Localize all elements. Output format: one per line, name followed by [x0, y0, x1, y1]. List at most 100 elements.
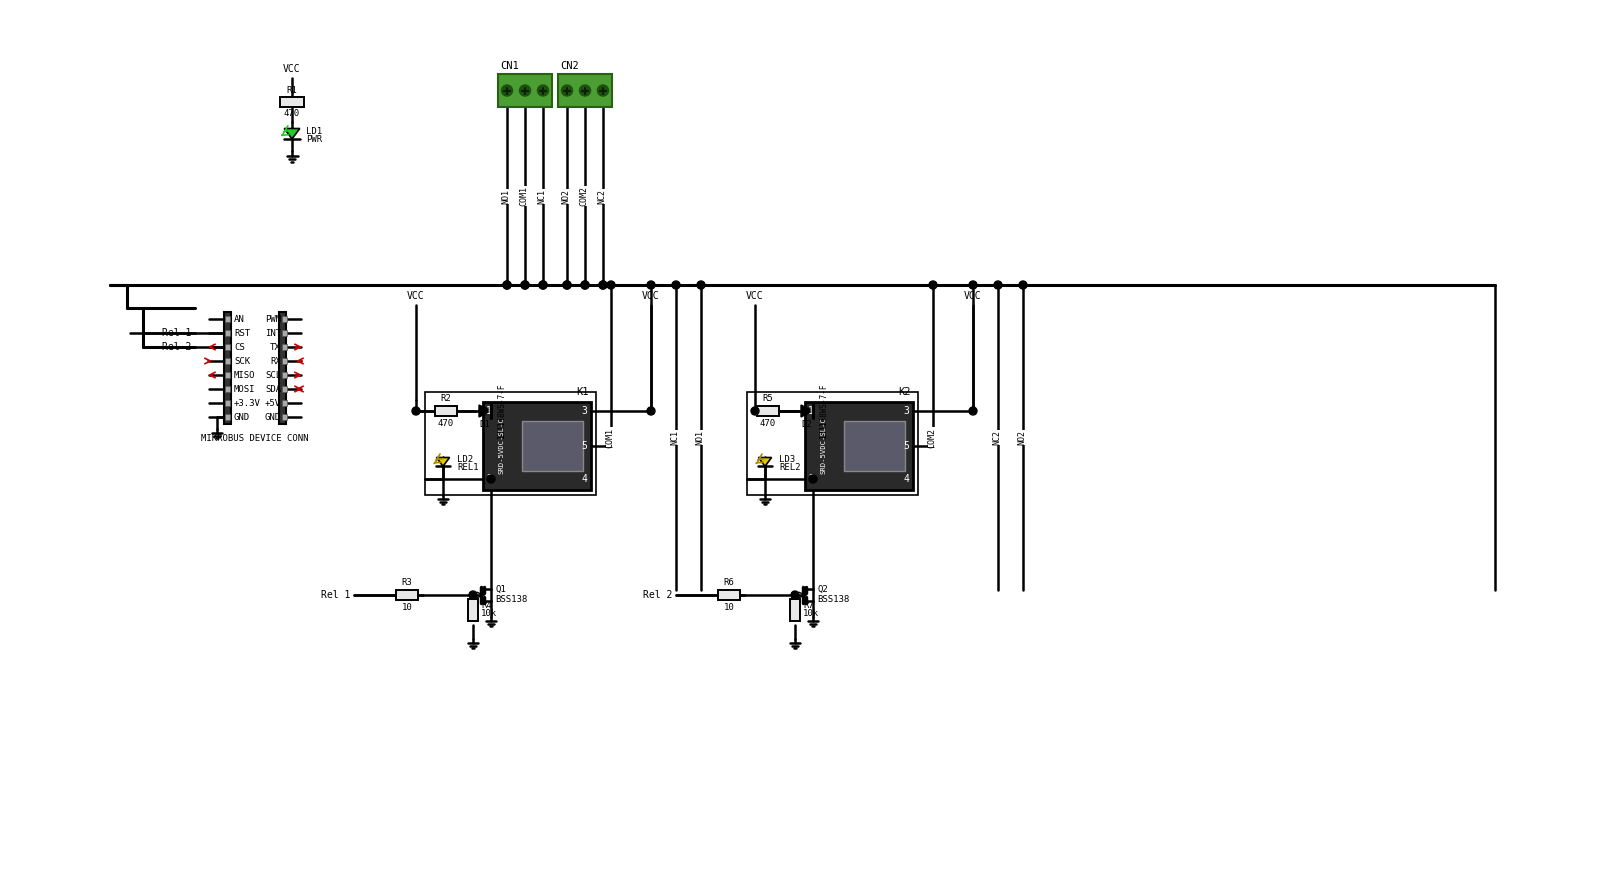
Polygon shape	[480, 405, 491, 417]
Text: AN: AN	[233, 314, 245, 323]
Text: NO1: NO1	[502, 188, 510, 204]
Text: 2: 2	[807, 474, 814, 484]
Circle shape	[995, 281, 1003, 289]
Bar	[278, 312, 286, 424]
Text: COM1: COM1	[520, 186, 529, 206]
Text: LD2: LD2	[457, 455, 473, 463]
Circle shape	[561, 85, 572, 96]
Text: R1: R1	[286, 86, 297, 95]
Bar	[756, 406, 779, 416]
Bar	[718, 590, 740, 600]
Bar	[225, 400, 230, 406]
Text: R3: R3	[401, 578, 413, 587]
Text: R6: R6	[724, 578, 734, 587]
Text: +5V: +5V	[265, 399, 281, 408]
Text: VCC: VCC	[408, 291, 425, 301]
Circle shape	[563, 281, 571, 289]
Circle shape	[580, 281, 588, 289]
Circle shape	[521, 281, 529, 289]
Text: 10k: 10k	[481, 610, 497, 618]
Text: 10k: 10k	[803, 610, 819, 618]
Text: SRD-5VDC-SL-C: SRD-5VDC-SL-C	[499, 417, 504, 475]
Circle shape	[608, 281, 616, 289]
Text: 470: 470	[760, 419, 776, 428]
Circle shape	[504, 281, 512, 289]
Bar	[225, 358, 230, 364]
Bar	[281, 372, 286, 378]
Circle shape	[580, 281, 588, 289]
Text: BSS138: BSS138	[496, 595, 528, 604]
Text: R7: R7	[803, 602, 814, 611]
Text: MIKROBUS DEVICE CONN: MIKROBUS DEVICE CONN	[201, 434, 309, 443]
Text: Rel 2: Rel 2	[161, 342, 192, 352]
Bar	[225, 386, 230, 392]
Text: MOSI: MOSI	[233, 384, 256, 394]
Circle shape	[969, 407, 977, 415]
Text: 10: 10	[724, 603, 734, 612]
Text: 5: 5	[903, 441, 908, 451]
Text: 470: 470	[285, 109, 301, 118]
Text: RX: RX	[270, 356, 281, 366]
Circle shape	[792, 591, 800, 599]
Bar	[435, 406, 457, 416]
Circle shape	[600, 281, 608, 289]
Text: Rel 2: Rel 2	[643, 590, 672, 600]
Text: NC2: NC2	[598, 188, 606, 204]
Bar	[225, 330, 230, 336]
Polygon shape	[285, 129, 299, 138]
Text: 4: 4	[903, 474, 908, 484]
Text: PWM: PWM	[265, 314, 281, 323]
Text: Rel 1: Rel 1	[321, 590, 350, 600]
Text: LD1: LD1	[305, 126, 321, 136]
Text: Rel 1: Rel 1	[161, 328, 192, 338]
Text: +3.3V: +3.3V	[233, 399, 261, 408]
Polygon shape	[801, 405, 812, 417]
Text: 2: 2	[486, 474, 492, 484]
Text: TX: TX	[270, 342, 281, 352]
Bar	[558, 74, 612, 107]
Bar	[281, 400, 286, 406]
Text: REL2: REL2	[779, 463, 801, 471]
Circle shape	[598, 85, 609, 96]
Text: VCC: VCC	[283, 64, 301, 74]
Text: 1N4148WS-7-F: 1N4148WS-7-F	[497, 383, 505, 439]
Text: R5: R5	[763, 394, 774, 403]
Bar	[224, 312, 230, 424]
Text: PWR: PWR	[305, 134, 321, 144]
Bar	[225, 372, 230, 378]
Circle shape	[521, 281, 529, 289]
Polygon shape	[437, 457, 449, 466]
Text: NC1: NC1	[537, 188, 547, 204]
Text: 5: 5	[580, 441, 587, 451]
Text: COM2: COM2	[579, 186, 588, 206]
Text: VCC: VCC	[643, 291, 660, 301]
Text: K2: K2	[899, 387, 911, 397]
Text: INT: INT	[265, 328, 281, 337]
Text: SDA: SDA	[265, 384, 281, 394]
Text: 3: 3	[903, 406, 908, 416]
Bar	[747, 392, 918, 495]
Text: LD3: LD3	[779, 455, 795, 463]
Text: 1: 1	[807, 406, 814, 416]
Circle shape	[697, 281, 705, 289]
Text: SCK: SCK	[233, 356, 249, 366]
Circle shape	[504, 281, 512, 289]
Text: 1: 1	[486, 406, 492, 416]
Bar	[225, 316, 230, 322]
Text: CS: CS	[233, 342, 245, 352]
Text: GND: GND	[265, 413, 281, 422]
Text: 4: 4	[580, 474, 587, 484]
Circle shape	[752, 407, 760, 415]
Circle shape	[809, 475, 817, 483]
Text: CN1: CN1	[500, 61, 518, 71]
Text: 1N4148WS-7-F: 1N4148WS-7-F	[819, 383, 828, 439]
Bar	[225, 344, 230, 350]
Bar	[521, 422, 584, 470]
Text: 3: 3	[580, 406, 587, 416]
Circle shape	[539, 281, 547, 289]
Text: NC2: NC2	[993, 430, 1001, 445]
Circle shape	[579, 85, 590, 96]
Text: COM1: COM1	[606, 428, 614, 448]
Text: NO1: NO1	[696, 430, 705, 445]
Text: BSS138: BSS138	[817, 595, 849, 604]
